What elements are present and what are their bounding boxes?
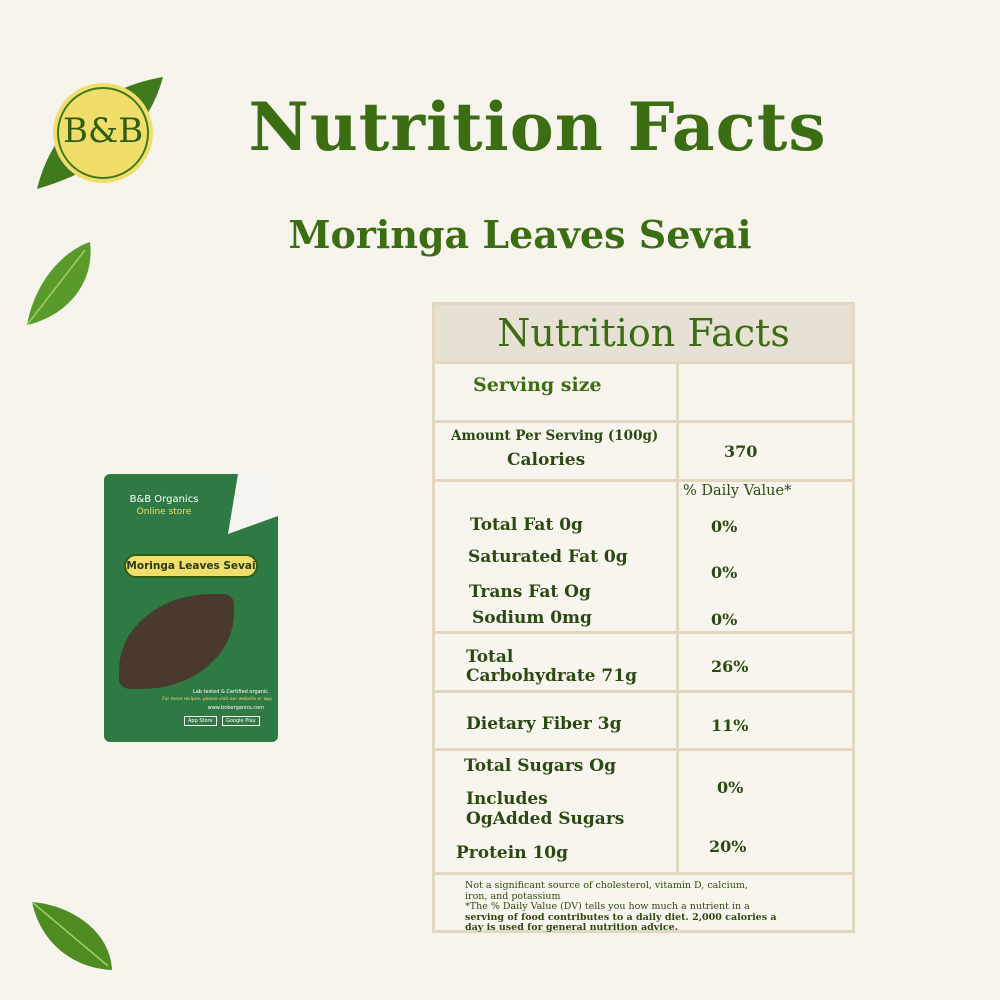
daily-value-header: % Daily Value* bbox=[683, 483, 792, 499]
serving-size-label: Serving size bbox=[473, 374, 602, 396]
carbohydrate-row: Total Carbohydrate 71g 26% bbox=[435, 634, 852, 693]
table-header: Nutrition Facts bbox=[435, 305, 852, 364]
nutrient-label: Saturated Fat 0g bbox=[468, 547, 628, 567]
package-store: Online store bbox=[136, 507, 192, 517]
nutrient-label: Total Sugars Og bbox=[464, 756, 616, 776]
package-website: www.bnborganics.com bbox=[207, 705, 264, 711]
calories-label: Calories bbox=[507, 450, 586, 470]
footnote-line: *The % Daily Value (DV) tells you how mu… bbox=[465, 901, 750, 912]
nutrient-label: Trans Fat Og bbox=[469, 582, 591, 602]
nutrient-dv: 11% bbox=[711, 716, 749, 735]
nutrient-label: Total bbox=[466, 647, 514, 667]
nutrient-dv: 0% bbox=[711, 610, 738, 629]
nutrient-label: Includes bbox=[466, 789, 548, 809]
nutrient-dv: 0% bbox=[717, 778, 744, 797]
nutrient-label: Protein 10g bbox=[456, 843, 569, 863]
fiber-row: Dietary Fiber 3g 11% bbox=[435, 693, 852, 751]
calories-value: 370 bbox=[724, 442, 758, 461]
footnote-line: day is used for general nutrition advice… bbox=[465, 922, 679, 933]
leaf-decoration bbox=[25, 240, 95, 334]
product-subtitle: Moringa Leaves Sevai bbox=[288, 212, 752, 257]
footnote-line: iron, and potassium bbox=[465, 890, 561, 902]
nutrient-dv: 26% bbox=[711, 657, 749, 676]
nutrient-label: Dietary Fiber 3g bbox=[466, 714, 622, 734]
footnote-line: serving of food contributes to a daily d… bbox=[465, 911, 777, 923]
nutrient-label-cont: OgAdded Sugars bbox=[466, 809, 625, 829]
package-recipes: For more recipes, please visit our websi… bbox=[162, 697, 272, 702]
nutrient-label: Sodium 0mg bbox=[472, 608, 592, 628]
nutrient-label: Total Fat 0g bbox=[470, 515, 583, 535]
footnote-line: Not a significant source of cholesterol,… bbox=[465, 880, 748, 891]
package-lab: Lab tested & Certified organic bbox=[192, 689, 268, 695]
nutrient-dv: 0% bbox=[711, 563, 738, 582]
page-title: Nutrition Facts bbox=[248, 88, 827, 166]
fats-section: % Daily Value* Total Fat 0g 0% Saturated… bbox=[435, 482, 852, 634]
leaf-decoration bbox=[30, 900, 115, 979]
brand-logo: B&B bbox=[35, 75, 165, 190]
product-package: B&B Organics Online store Moringa Leaves… bbox=[104, 474, 278, 742]
package-product-label: Moringa Leaves Sevai bbox=[124, 554, 258, 578]
calories-row: Amount Per Serving (100g) Calories 370 bbox=[435, 423, 852, 482]
nutrient-dv: 20% bbox=[709, 837, 747, 856]
nutrient-label-cont: Carbohydrate 71g bbox=[466, 666, 637, 686]
package-google-play: Google Play bbox=[222, 716, 260, 726]
nutrient-dv: 0% bbox=[711, 517, 738, 536]
column-divider bbox=[676, 364, 679, 874]
amount-per-serving: Amount Per Serving (100g) bbox=[451, 428, 659, 444]
nutrition-table: Nutrition Facts Serving size Amount Per … bbox=[432, 302, 855, 933]
logo-text: B&B bbox=[63, 111, 144, 151]
sugars-protein-section: Total Sugars Og 0% Includes OgAdded Suga… bbox=[435, 751, 852, 875]
footnote: Not a significant source of cholesterol,… bbox=[465, 880, 777, 934]
serving-size-row: Serving size bbox=[435, 364, 852, 423]
package-app-store: App Store bbox=[184, 716, 217, 726]
package-brand: B&B Organics bbox=[129, 494, 199, 505]
